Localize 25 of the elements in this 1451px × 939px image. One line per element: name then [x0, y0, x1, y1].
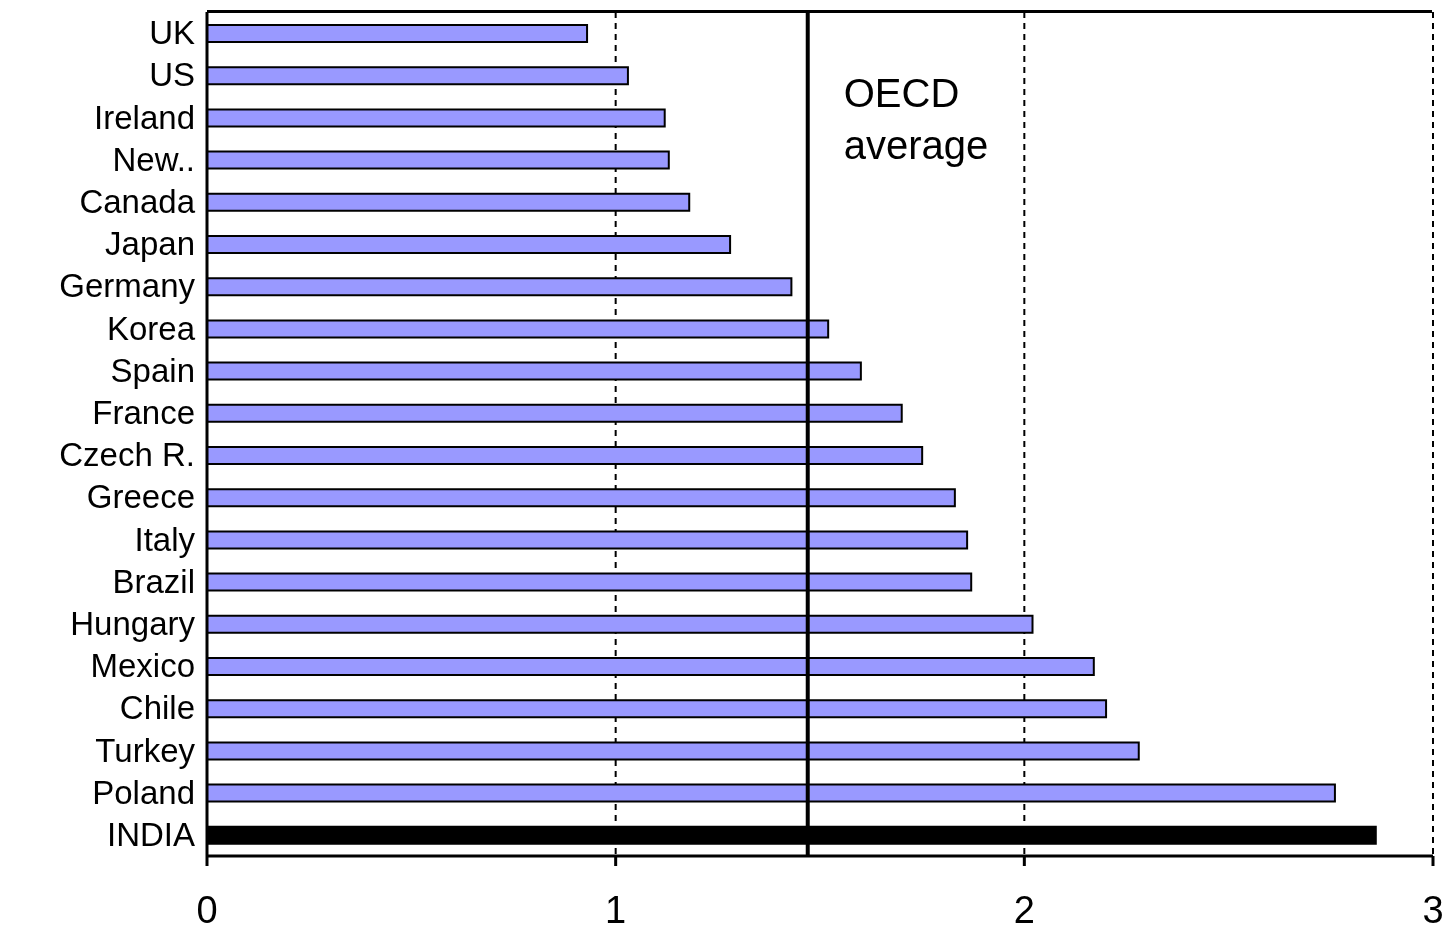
y-tick-label: France	[92, 393, 195, 431]
y-tick-label: Chile	[119, 689, 195, 727]
y-tick-label: Canada	[79, 182, 196, 220]
y-tick-label: Turkey	[95, 731, 196, 769]
y-tick-label: Mexico	[90, 647, 195, 685]
y-tick-label: Japan	[105, 225, 195, 263]
y-tick-label: Poland	[92, 773, 195, 811]
y-tick-label: Korea	[106, 309, 196, 347]
y-tick-label: UK	[149, 14, 195, 52]
y-tick-label: New..	[112, 140, 195, 178]
y-tick-label: Ireland	[94, 98, 195, 136]
y-tick-label: Hungary	[70, 604, 196, 642]
y-tick-label: Italy	[134, 520, 196, 558]
y-tick-label: Brazil	[112, 562, 195, 600]
x-tick-label: 2	[1013, 889, 1035, 931]
x-tick-label: 3	[1422, 889, 1444, 931]
y-tick-label: US	[149, 56, 195, 94]
y-tick-label: Greece	[86, 478, 195, 516]
x-tick-label: 0	[196, 889, 218, 931]
y-tick-label: Czech R.	[59, 436, 195, 474]
y-tick-label: INDIA	[106, 815, 195, 853]
y-tick-label: Spain	[110, 351, 195, 389]
ref-line-label: OECD average	[843, 71, 989, 167]
y-tick-label: Germany	[59, 267, 196, 305]
x-tick-label: 1	[605, 889, 627, 931]
